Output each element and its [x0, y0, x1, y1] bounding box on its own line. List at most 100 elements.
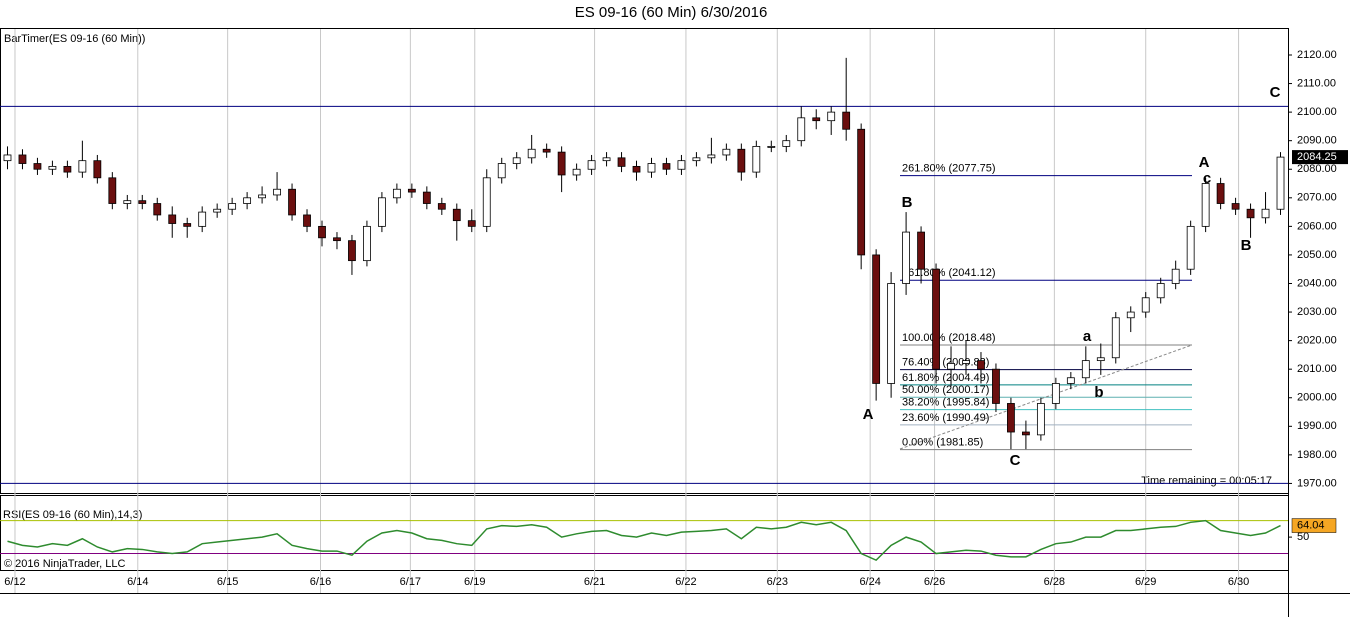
fib-label: 100.00% (2018.48) — [902, 332, 996, 344]
x-tick-label: 6/14 — [127, 576, 148, 588]
candle-body — [1126, 311, 1135, 319]
rsi-y-tick-label: 50 — [1297, 531, 1309, 543]
timer-text: Time remaining = 00:05:17 — [1141, 475, 1272, 487]
x-tick-label: 6/17 — [400, 576, 421, 588]
chart-title: ES 09-16 (60 Min) 6/30/2016 — [575, 4, 768, 21]
candle-body — [527, 148, 536, 159]
candle-body — [258, 194, 266, 199]
candle-body — [1111, 317, 1120, 359]
y-tick-label: 1970.00 — [1297, 477, 1337, 489]
candle-body — [647, 163, 656, 173]
candle-body — [842, 111, 851, 130]
candle-body — [78, 160, 87, 173]
y-tick-label: 2010.00 — [1297, 363, 1337, 375]
candle-body — [782, 140, 791, 147]
x-tick-label: 6/12 — [4, 576, 25, 588]
candle-body — [1022, 431, 1030, 436]
x-tick-label: 6/16 — [310, 576, 331, 588]
y-tick-label: 2060.00 — [1297, 220, 1337, 232]
candle-body — [1216, 183, 1225, 204]
y-tick-label: 2020.00 — [1297, 335, 1337, 347]
candle-body — [497, 163, 506, 179]
candle-body — [168, 214, 177, 224]
candle-body — [962, 360, 970, 364]
y-tick-label: 2000.00 — [1297, 392, 1337, 404]
candle-body — [348, 240, 356, 262]
candle-body — [33, 163, 42, 170]
candle-body — [363, 225, 371, 262]
y-tick-label: 1990.00 — [1297, 420, 1337, 432]
wave-label: C — [1010, 452, 1021, 469]
candle-body — [992, 368, 1000, 404]
fib-label: 23.60% (1990.49) — [902, 412, 989, 424]
last-price-label: 2084.25 — [1297, 151, 1337, 163]
candle-body — [243, 197, 252, 204]
x-tick-label: 6/19 — [464, 576, 485, 588]
candle-body — [572, 168, 581, 176]
candle-body — [977, 360, 985, 370]
candle-body — [587, 160, 596, 170]
trend-line — [899, 344, 1193, 450]
candle-body — [1036, 403, 1045, 436]
copyright: © 2016 NinjaTrader, LLC — [4, 558, 125, 570]
wave-label: B — [902, 194, 913, 211]
candle-body — [662, 163, 671, 170]
candle-body — [932, 268, 940, 370]
candle-body — [737, 148, 746, 173]
fib-label: 76.40% (2009.83) — [902, 357, 989, 369]
x-tick-label: 6/30 — [1228, 576, 1249, 588]
candle-body — [1171, 268, 1180, 284]
y-tick-label: 2030.00 — [1297, 306, 1337, 318]
candle-body — [3, 154, 12, 162]
x-tick-label: 6/23 — [767, 576, 788, 588]
candle-body — [18, 154, 27, 164]
candle-body — [48, 165, 57, 170]
candle-body — [273, 188, 281, 196]
candle-body — [797, 117, 806, 142]
candle-body — [1276, 156, 1285, 210]
candle-body — [557, 151, 566, 176]
candle-body — [1096, 357, 1105, 362]
fib-label: 50.00% (2000.17) — [902, 384, 989, 396]
rsi-label: RSI(ES 09-16 (60 Min),14,3) — [3, 509, 142, 521]
y-tick-label: 2120.00 — [1297, 49, 1337, 61]
candle-body — [752, 145, 761, 173]
candle-body — [632, 165, 641, 173]
wave-label: c — [1203, 170, 1211, 187]
candle-body — [872, 254, 881, 384]
candle-body — [138, 200, 147, 204]
candle-body — [767, 145, 776, 148]
y-tick-label: 2050.00 — [1297, 249, 1337, 261]
x-tick-label: 6/15 — [217, 576, 238, 588]
wave-label: A — [1199, 154, 1210, 171]
candle-body — [902, 231, 910, 284]
candle-body — [422, 191, 431, 204]
wave-label: b — [1094, 384, 1103, 401]
candle-body — [93, 160, 102, 179]
x-tick-label: 6/29 — [1135, 576, 1156, 588]
candle-body — [1156, 283, 1165, 299]
candle-body — [318, 225, 326, 239]
candle-body — [1141, 297, 1150, 313]
candle-body — [1081, 360, 1090, 379]
candle-body — [857, 128, 866, 256]
rsi-last-box — [1291, 518, 1337, 533]
x-tick-label: 6/24 — [859, 576, 880, 588]
x-tick-label: 6/26 — [924, 576, 945, 588]
candle-body — [1246, 208, 1255, 219]
x-tick-label: 6/22 — [675, 576, 696, 588]
y-tick-label: 2110.00 — [1297, 77, 1336, 89]
rsi-line — [7, 519, 1281, 562]
candle-body — [1186, 225, 1195, 270]
candle-body — [392, 188, 401, 199]
y-tick-label: 2070.00 — [1297, 192, 1337, 204]
indicator-label: BarTimer(ES 09-16 (60 Min)) — [4, 33, 145, 45]
candle-body — [153, 203, 162, 216]
x-tick-label: 6/28 — [1044, 576, 1065, 588]
candle-body — [617, 157, 626, 167]
candle-body — [1201, 183, 1210, 227]
wave-label: C — [1270, 84, 1281, 101]
